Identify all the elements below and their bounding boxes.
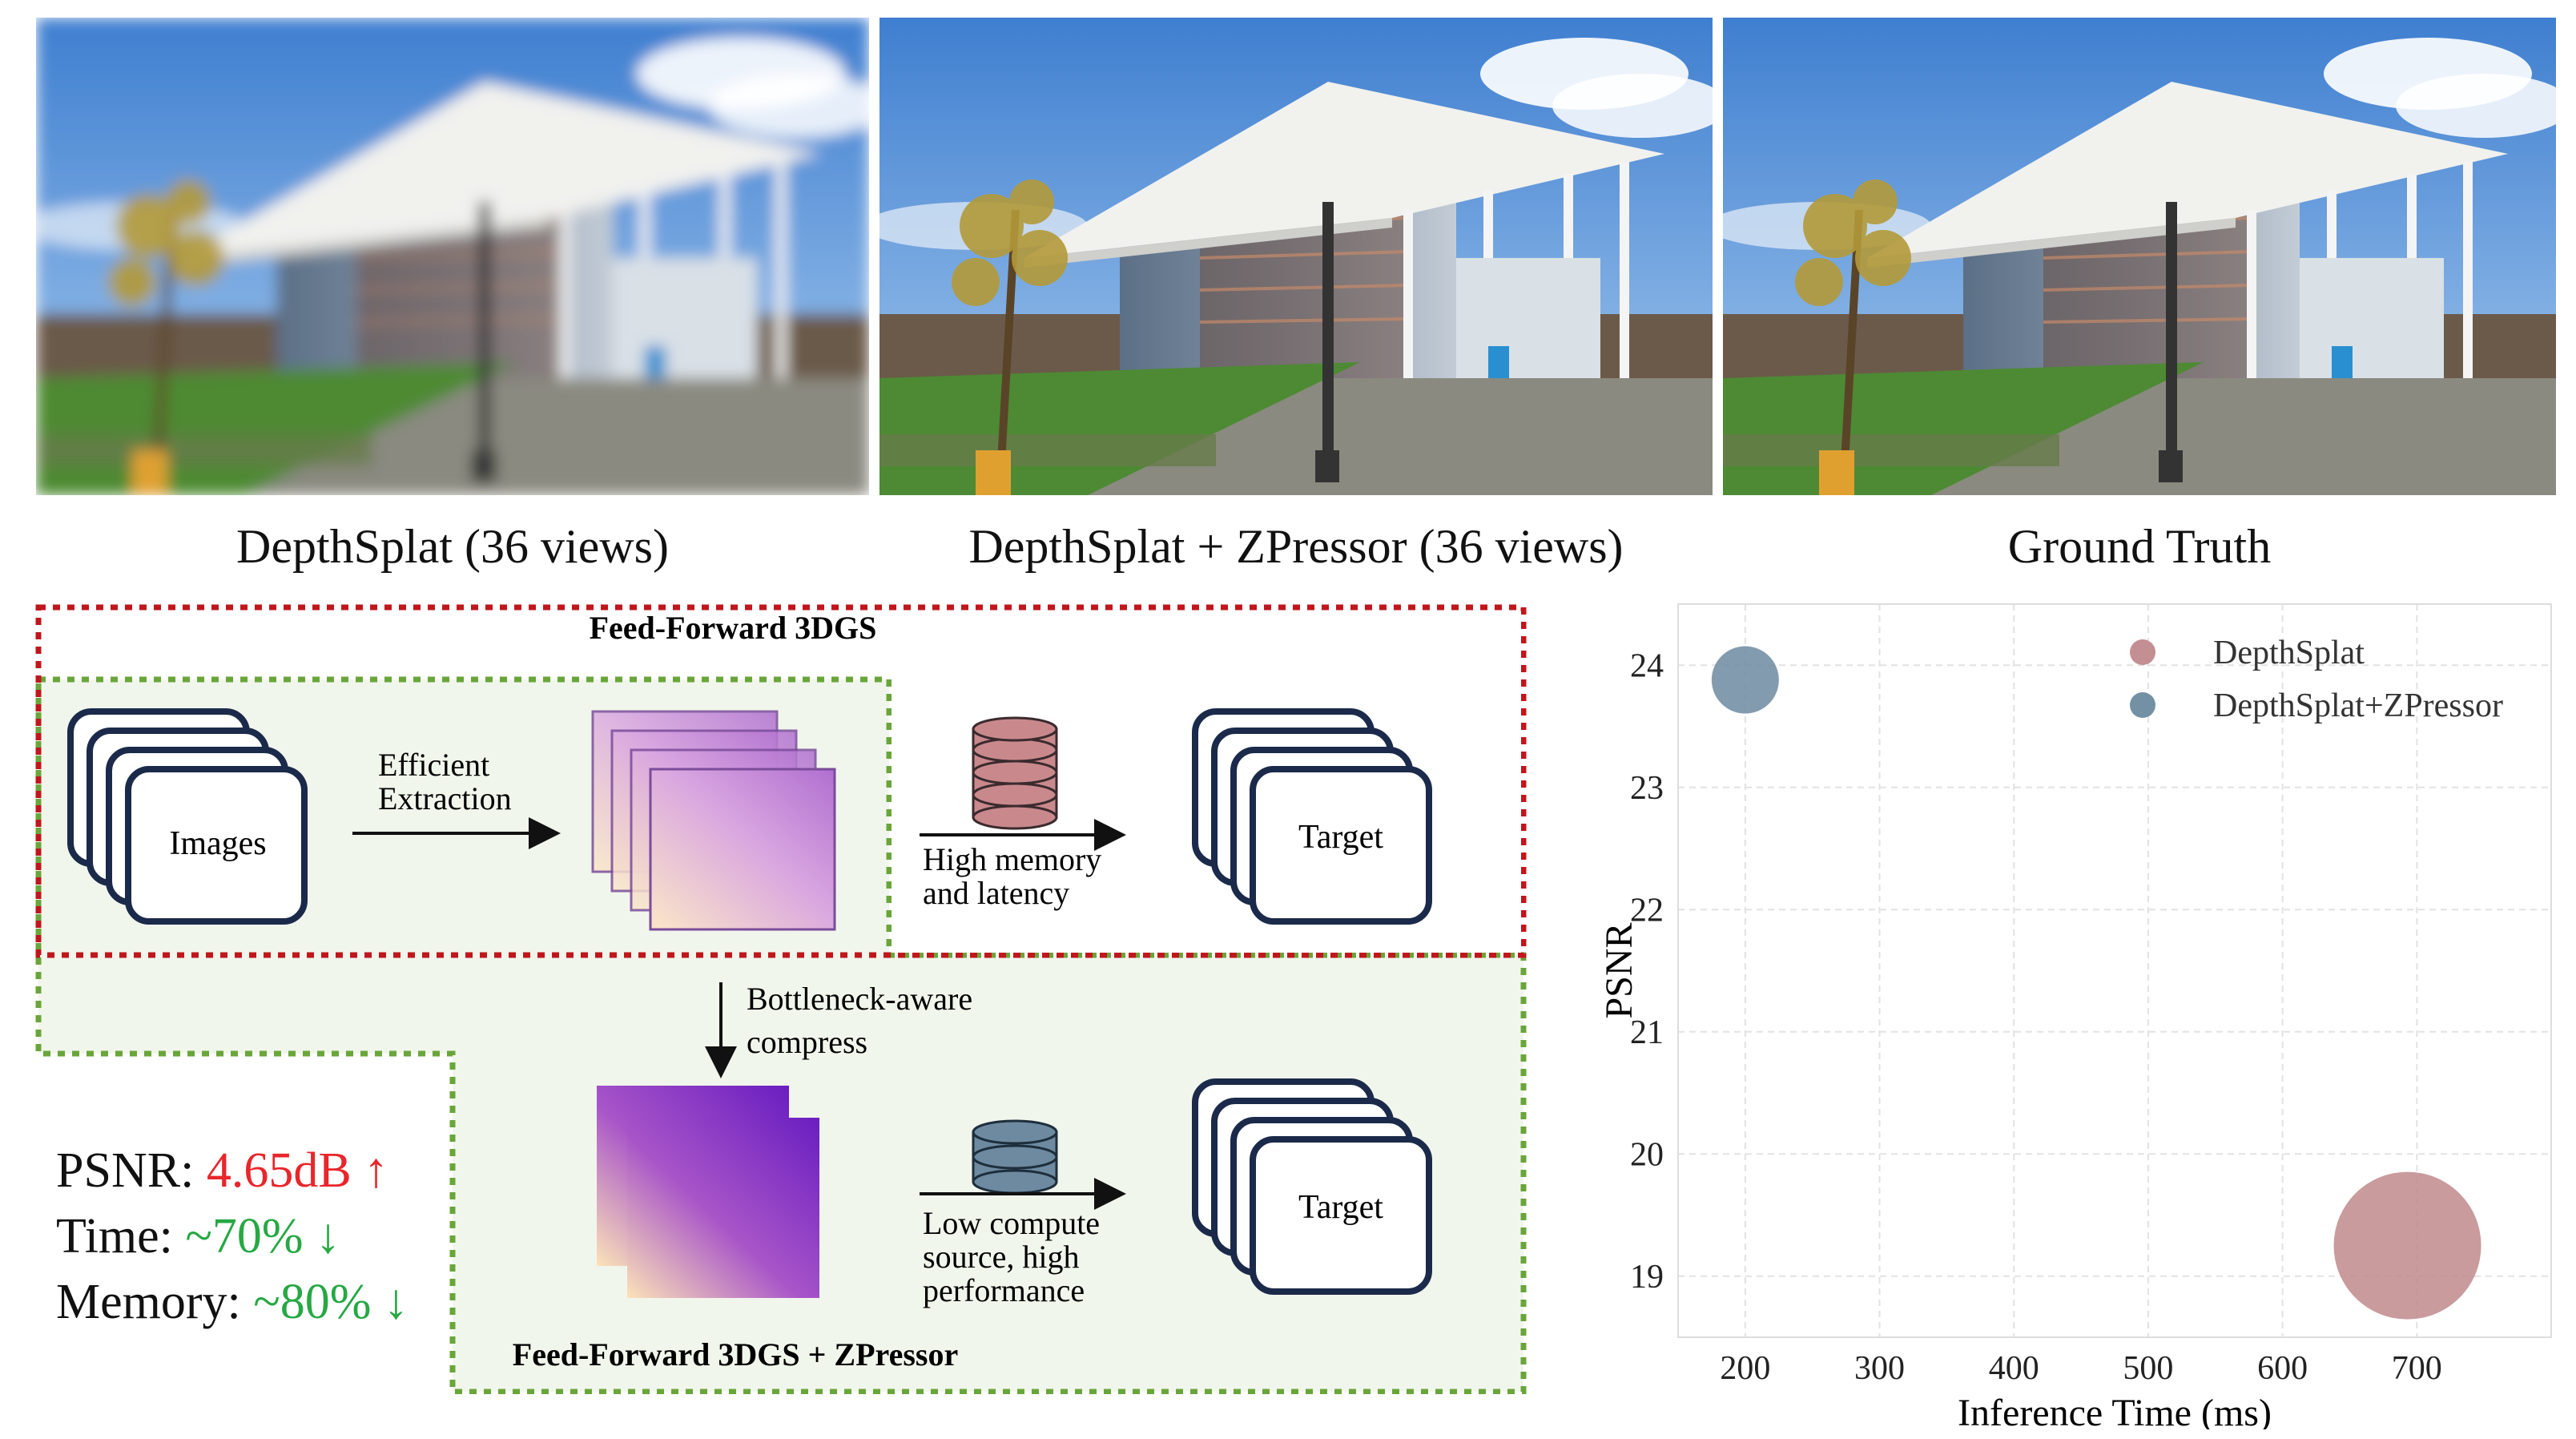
x-tick-label: 600 [2257,1350,2308,1387]
time-label: Time: [56,1209,173,1264]
cost-label-1: High memory [923,841,1101,877]
x-tick-label: 500 [2123,1350,2173,1387]
legend-marker [2130,639,2155,665]
images-label: Images [169,825,266,862]
photo-depthsplat-zpressor [879,18,1713,495]
photo-depthsplat [36,18,869,495]
x-tick-labels: 200 300 400 500 600 700 [1720,1350,2441,1387]
psnr-value: 4.65dB ↑ [206,1143,389,1198]
top-title: Feed-Forward 3DGS [590,610,877,646]
y-tick-labels: 19 20 21 22 23 24 [1630,647,1664,1296]
y-tick-label: 19 [1630,1259,1664,1296]
compress-label-2: compress [747,1024,867,1060]
photo-ground-truth [1723,18,2556,495]
plot-frame [1677,603,2552,1338]
bottom-title: Feed-Forward 3DGS + ZPressor [513,1336,958,1372]
y-axis-label: PSNR [1598,922,1640,1018]
caption-depthsplat: DepthSplat (36 views) [236,520,669,573]
caption-depthsplat-zpressor: DepthSplat + ZPressor (36 views) [968,520,1624,573]
time-value: ~70% ↓ [185,1209,341,1264]
cost-label-2: and latency [923,875,1069,911]
image-stack-icon [67,708,308,925]
y-tick-label: 24 [1630,647,1664,684]
y-tick-label: 23 [1630,770,1664,807]
psnr-stat: PSNR: 4.65dB ↑ [56,1138,409,1203]
legend-marker [2130,692,2155,718]
time-stat: Time: ~70% ↓ [56,1203,409,1269]
data-point [2333,1171,2481,1320]
x-tick-label: 700 [2392,1350,2442,1387]
legend-label: DepthSplat [2213,635,2365,671]
x-tick-label: 300 [1854,1350,1905,1387]
y-tick-label: 21 [1630,1014,1664,1051]
x-tick-label: 200 [1720,1350,1770,1387]
pipeline-diagram: Feed-Forward 3DGS Images Efficient Extra… [35,604,1527,1394]
caption-ground-truth: Ground Truth [2007,520,2272,573]
memory-value: ~80% ↓ [253,1275,409,1329]
compressed-feature-icon [597,1086,819,1298]
psnr-label: PSNR: [56,1143,195,1198]
extraction-label-2: Extraction [378,780,512,816]
zpressor-region-border [35,676,1527,1394]
chart-legend: DepthSplat DepthSplat+ZPressor [2130,635,2503,724]
perf-label-3: performance [923,1272,1085,1308]
data-point [1711,646,1779,714]
database-icon [972,716,1058,830]
extraction-label-1: Efficient [378,747,489,783]
memory-label: Memory: [56,1275,241,1329]
psnr-vs-time-chart: 200 300 400 500 600 700 19 20 21 22 23 24 DepthSpl… [1598,603,2552,1429]
target-stack-icon-bottom [1192,1078,1432,1295]
feature-map-stack-icon [591,710,836,931]
perf-label-2: source, high [923,1239,1080,1275]
target-label-top: Target [1298,819,1383,856]
database-icon-small [972,1119,1058,1195]
compress-label-1: Bottleneck-aware [747,981,972,1017]
legend-label: DepthSplat+ZPressor [2213,687,2503,724]
x-axis-label: Inference Time (ms) [1958,1392,2272,1429]
target-stack-icon [1192,708,1432,925]
y-tick-label: 20 [1630,1136,1664,1173]
data-points [1711,646,2481,1320]
y-tick-label: 22 [1630,892,1664,929]
x-tick-label: 400 [1989,1350,2039,1387]
perf-label-1: Low compute [923,1205,1100,1241]
target-label-bottom: Target [1298,1189,1383,1226]
memory-stat: Memory: ~80% ↓ [56,1269,409,1335]
feed-forward-region-border [35,604,1527,958]
improvement-stats: PSNR: 4.65dB ↑ Time: ~70% ↓ Memory: ~80%… [56,1138,409,1335]
